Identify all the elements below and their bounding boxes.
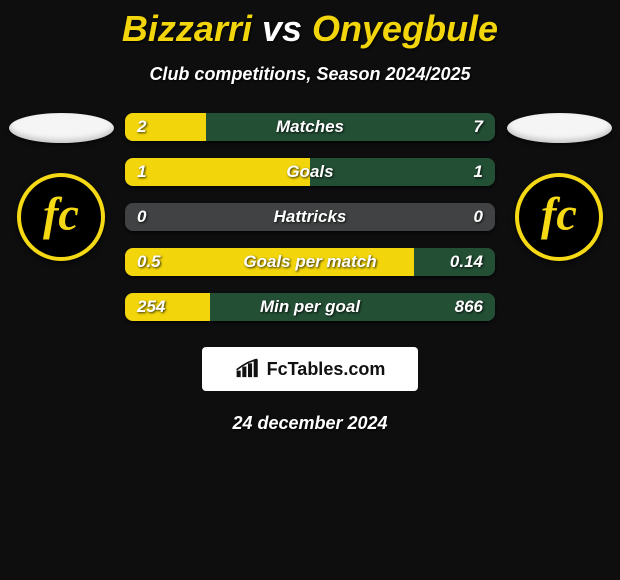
stat-row: 11Goals — [125, 158, 495, 186]
avatar-placeholder-right — [507, 113, 612, 143]
subtitle: Club competitions, Season 2024/2025 — [0, 64, 620, 85]
stat-label: Matches — [125, 117, 495, 137]
page-title: Bizzarri vs Onyegbule — [0, 0, 620, 50]
stat-label: Min per goal — [125, 297, 495, 317]
right-player-column: fc — [504, 113, 614, 261]
club-badge-icon: fc — [524, 182, 594, 252]
stat-label: Hattricks — [125, 207, 495, 227]
stat-label: Goals — [125, 162, 495, 182]
avatar-placeholder-left — [9, 113, 114, 143]
stat-row: 254866Min per goal — [125, 293, 495, 321]
stat-row: 0.50.14Goals per match — [125, 248, 495, 276]
svg-text:fc: fc — [43, 189, 79, 240]
club-badge-right: fc — [515, 173, 603, 261]
left-player-column: fc — [6, 113, 116, 261]
stat-row: 00Hattricks — [125, 203, 495, 231]
title-vs: vs — [262, 8, 302, 49]
title-player1: Bizzarri — [122, 8, 252, 49]
title-player2: Onyegbule — [312, 8, 498, 49]
stat-row: 27Matches — [125, 113, 495, 141]
svg-text:fc: fc — [541, 189, 577, 240]
snapshot-date: 24 december 2024 — [0, 413, 620, 434]
comparison-panel: fc fc 27Matches 11Goals 00Hattricks 0.50.14… — [0, 113, 620, 321]
bar-chart-icon — [235, 358, 261, 380]
stat-bars: 27Matches 11Goals 00Hattricks 0.50.14Goals … — [125, 113, 495, 321]
brand-box: FcTables.com — [202, 347, 418, 391]
stat-label: Goals per match — [125, 252, 495, 272]
brand-text: FcTables.com — [267, 359, 386, 380]
club-badge-left: fc — [17, 173, 105, 261]
club-badge-icon: fc — [26, 182, 96, 252]
